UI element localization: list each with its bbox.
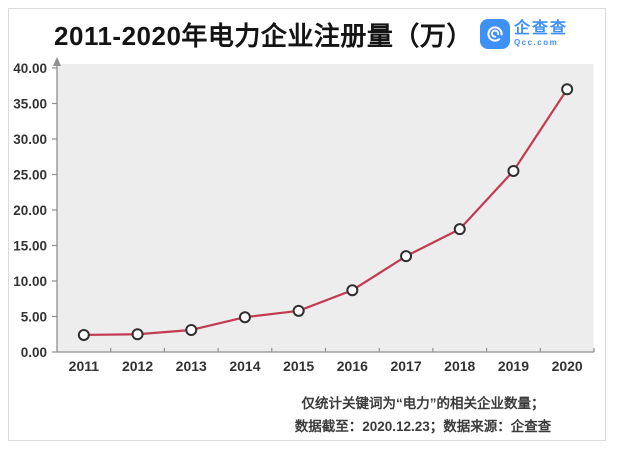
footnote-line-1: 仅统计关键词为“电力”的相关企业数量；: [301, 396, 545, 411]
qichacha-logo: 企查查 Qcc.com: [479, 19, 568, 49]
chart-title: 2011-2020年电力企业注册量（万）: [54, 20, 473, 51]
chart-footnote: 仅统计关键词为“电力”的相关企业数量； 数据截至：2020.12.23；数据来源…: [240, 392, 606, 438]
footnote-line-2: 数据截至：2020.12.23；数据来源：企查查: [294, 419, 552, 434]
header: 2011-2020年电力企业注册量（万） 企查查 Qcc.com: [0, 13, 622, 55]
logo-domain: Qcc.com: [513, 38, 559, 47]
logo-text: 企查查 Qcc.com: [514, 21, 568, 47]
logo-brand-name: 企查查: [513, 20, 568, 37]
chart-card: [8, 8, 606, 441]
qichacha-logo-icon: [479, 19, 510, 49]
